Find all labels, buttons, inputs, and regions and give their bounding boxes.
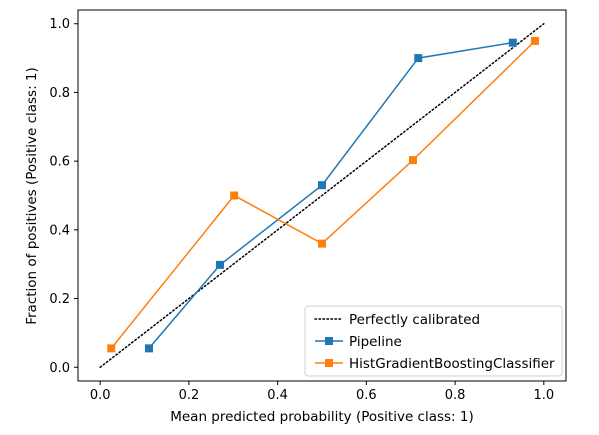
- series-0-marker: [144, 344, 153, 353]
- series-1-marker: [408, 156, 417, 165]
- perfectly-calibrated-line: [99, 22, 545, 369]
- x-tick-label: 0.2: [179, 388, 200, 403]
- x-tick-label: 0.4: [267, 388, 288, 403]
- y-tick-label: 1.0: [49, 17, 70, 32]
- axis-ticks: 0.0 0.2 0.4 0.6 0.8 1.0 0.0 0.2 0.4 0.6 0.8 1.0: [49, 17, 554, 403]
- y-tick-label: 0.8: [49, 86, 70, 101]
- legend-square-marker-icon: [325, 337, 333, 345]
- y-tick-label: 0.4: [49, 223, 70, 238]
- x-tick-label: 1.0: [533, 388, 554, 403]
- legend-label: Perfectly calibrated: [349, 312, 480, 328]
- legend-label: Pipeline: [349, 334, 402, 350]
- x-axis-label: Mean predicted probability (Positive cla…: [170, 409, 474, 425]
- y-tick-label: 0.6: [49, 155, 70, 170]
- y-tick-label: 0.0: [49, 361, 70, 376]
- series-1-marker: [107, 344, 116, 353]
- legend-box: [304, 305, 563, 377]
- series-0-marker: [508, 38, 517, 47]
- series-0-marker: [414, 54, 423, 63]
- x-tick-label: 0.0: [90, 388, 111, 403]
- x-tick-label: 0.8: [445, 388, 466, 403]
- y-axis-label: Fraction of positives (Positive class: 1…: [24, 67, 40, 325]
- series-0-marker: [318, 181, 326, 190]
- series-1-marker: [530, 36, 539, 45]
- series-0-marker: [215, 260, 224, 269]
- x-tick-label: 0.6: [356, 388, 377, 403]
- y-tick-label: 0.2: [49, 292, 70, 307]
- legend: Perfectly calibrated Pipeline HistGradient…: [304, 305, 563, 377]
- series-1-marker: [230, 191, 239, 200]
- plot-frame: [77, 9, 567, 382]
- legend-square-marker-icon: [325, 359, 333, 367]
- plot-content: [99, 22, 545, 369]
- legend-label: HistGradientBoostingClassifier: [349, 356, 555, 372]
- series-1-marker: [318, 239, 326, 248]
